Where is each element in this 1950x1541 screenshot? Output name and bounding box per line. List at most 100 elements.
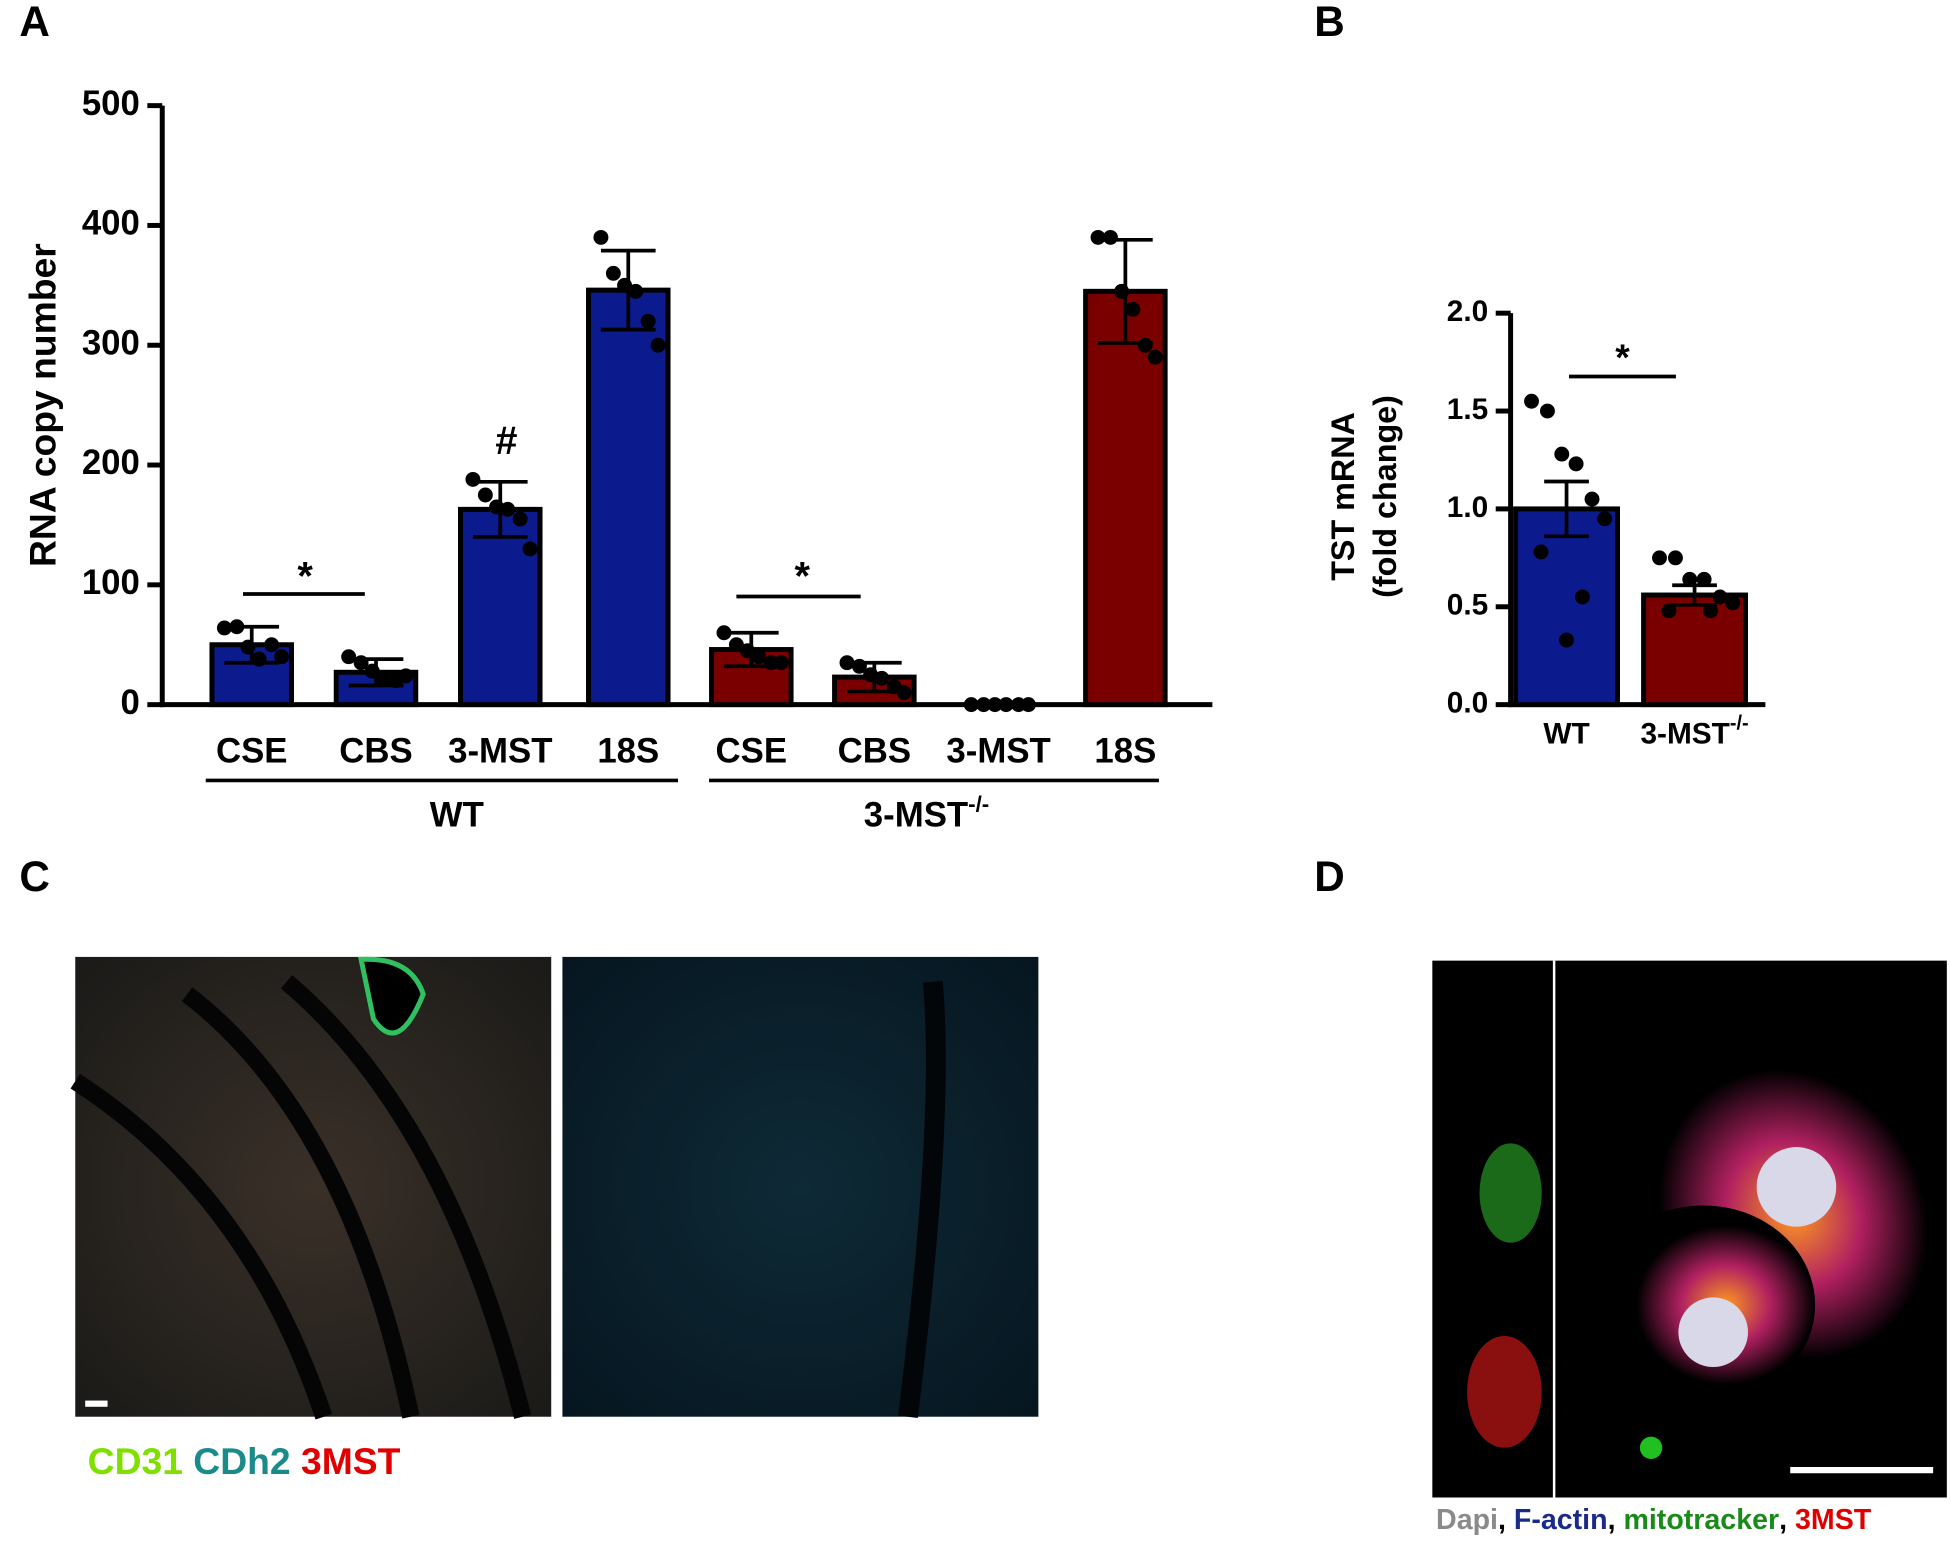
y-tick-label: 100 [82, 564, 140, 602]
data-point [998, 697, 1014, 713]
y-axis-label: (fold change) [1367, 395, 1403, 598]
data-point [1103, 229, 1118, 245]
nucleus [1756, 1147, 1837, 1227]
vessel [358, 956, 426, 1036]
scale-bar [85, 1400, 108, 1407]
y-tick-label: 300 [82, 324, 140, 362]
annotation: * [795, 555, 811, 599]
bar [1513, 506, 1620, 708]
y-tick-label: 0.0 [1447, 687, 1488, 720]
error-bar [1098, 237, 1153, 345]
error-bar [472, 479, 528, 539]
data-point [728, 637, 744, 653]
data-point [987, 697, 1003, 713]
y-tick-label: 0 [121, 684, 140, 722]
panel-label: B [1314, 0, 1345, 45]
data-point [1533, 544, 1549, 560]
data-point [896, 685, 912, 701]
error-bar [1672, 583, 1717, 607]
data-point [1568, 456, 1584, 472]
data-point [1661, 603, 1677, 619]
data-point [1020, 697, 1036, 713]
panel-label: C [19, 853, 50, 900]
data-point [640, 313, 656, 329]
data-point [1696, 571, 1712, 587]
y-tick-label: 1.5 [1447, 393, 1488, 426]
x-tick-label: 18S [597, 732, 659, 770]
group-label: 3-MST-/- [864, 791, 989, 835]
data-point [628, 283, 644, 299]
x-tick-label: 3-MST [448, 732, 552, 770]
micrograph-ko [562, 956, 1039, 1417]
data-point [1524, 393, 1539, 409]
panel-label: D [1314, 853, 1345, 900]
error-bar [348, 657, 404, 688]
data-point [1652, 550, 1667, 566]
group-label-part: 3-MST [864, 797, 968, 835]
legend-item: 3MST [291, 1440, 401, 1482]
data-point [1725, 595, 1741, 611]
annotation: * [1615, 336, 1630, 378]
group-label: WT [430, 797, 484, 835]
data-point [1712, 589, 1728, 605]
data-point [522, 541, 538, 557]
data-point [1667, 550, 1683, 566]
data-point [1137, 337, 1153, 353]
data-point [465, 471, 481, 487]
data-point [264, 637, 280, 653]
x-tick-label-part: 3-MST [1640, 718, 1729, 751]
bar [586, 287, 671, 708]
error-bar [1544, 479, 1589, 539]
error-bar [723, 630, 779, 669]
legend-c: CD31 CDh2 3MST [88, 1440, 401, 1482]
micrograph-wt [75, 956, 552, 1417]
y-tick-label: 200 [82, 444, 140, 482]
data-point [1703, 603, 1718, 619]
data-point [1584, 491, 1600, 507]
data-point [477, 487, 493, 503]
bar [1641, 592, 1748, 708]
data-point [1147, 349, 1163, 365]
y-axis-label: RNA copy number [21, 243, 63, 567]
y-tick-label: 1.0 [1447, 491, 1488, 524]
data-point [1682, 571, 1698, 587]
error-bar [846, 660, 902, 694]
legend-item: CDh2 [183, 1440, 291, 1482]
y-tick-label: 0.5 [1447, 589, 1488, 622]
legend-d: Dapi, F-actin, mitotracker, 3MST [1436, 1504, 1872, 1536]
legend-item: F-actin [1514, 1504, 1608, 1536]
panel-label: A [19, 0, 50, 45]
data-point [1559, 632, 1575, 648]
inset-red [1467, 1335, 1542, 1448]
data-point [751, 649, 767, 665]
x-tick-label-part: WT [1543, 718, 1589, 751]
x-tick-label: 18S [1094, 732, 1156, 770]
data-point [1554, 446, 1570, 462]
y-tick-label: 2.0 [1447, 295, 1488, 328]
error-bar [600, 248, 656, 332]
x-tick-label: CSE [216, 732, 288, 770]
legend-item: Dapi [1436, 1504, 1498, 1536]
data-point [500, 501, 516, 517]
legend-item: , [1498, 1504, 1514, 1536]
error-bar [224, 624, 280, 665]
legend-item: CD31 [88, 1440, 183, 1482]
x-tick-label-part: -/- [1730, 713, 1749, 735]
group-label-part: WT [430, 797, 484, 835]
spot [1639, 1436, 1663, 1459]
y-axis-label: TST mRNA [1325, 412, 1361, 581]
group-label-part: -/- [968, 791, 989, 816]
data-point [874, 670, 890, 686]
x-tick-label: 3-MST [946, 732, 1050, 770]
data-point [398, 668, 414, 684]
data-point [1539, 403, 1555, 419]
annotation: * [297, 555, 313, 599]
data-point [274, 649, 290, 665]
tissue-gap [70, 975, 532, 1420]
x-tick-label: CBS [339, 732, 412, 770]
data-point [650, 337, 666, 353]
data-point [1597, 511, 1613, 527]
data-point [1125, 301, 1141, 317]
